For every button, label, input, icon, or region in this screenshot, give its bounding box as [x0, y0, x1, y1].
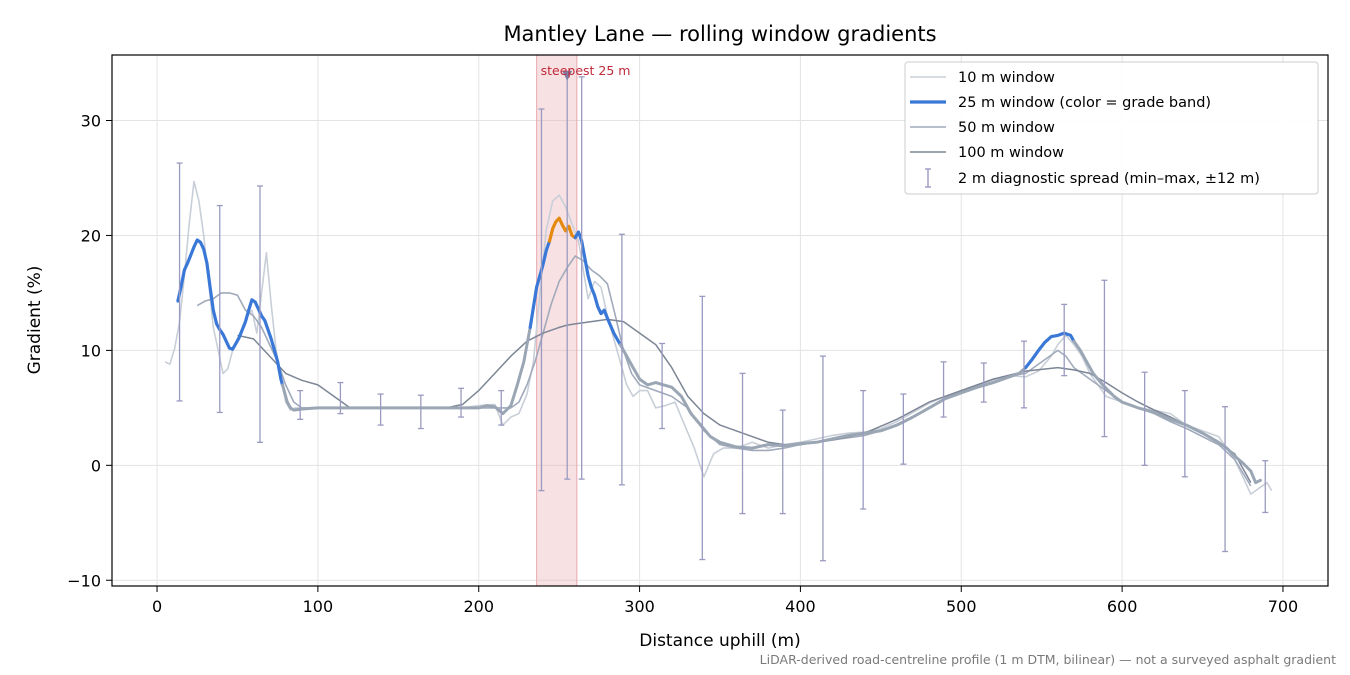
diagnostic-errbar: [538, 108, 545, 492]
diagnostic-errbar: [1141, 371, 1148, 466]
x-tick-label: 500: [946, 597, 977, 616]
legend-label-50m: 50 m window: [958, 120, 1055, 136]
diagnostic-errbar: [578, 76, 585, 480]
diagnostic-spread-layer: [176, 71, 1269, 562]
diagnostic-errbar: [980, 362, 987, 403]
steepest-annotation: steepest 25 m: [541, 63, 631, 78]
diagnostic-errbar: [940, 361, 947, 418]
series-line-25m-segment: [1023, 331, 1076, 370]
chart-title: Mantley Lane — rolling window gradients: [503, 22, 936, 46]
diagnostic-errbar: [297, 389, 304, 420]
diagnostic-errbar: [618, 233, 625, 486]
steepest-window-band: [536, 55, 578, 586]
plot-frame: [111, 54, 1329, 587]
diagnostic-errbar: [860, 389, 867, 510]
diagnostic-errbar: [256, 185, 263, 443]
diagnostic-errbar: [216, 204, 223, 414]
x-tick-label: 300: [624, 597, 655, 616]
diagnostic-errbar: [377, 393, 384, 426]
x-tick-label: 700: [1268, 597, 1299, 616]
diagnostic-errbar: [779, 409, 786, 515]
y-tick-label: 20: [81, 226, 101, 245]
x-tick-label: 0: [152, 597, 162, 616]
series-line-10m: [164, 180, 1273, 495]
y-axis-label: Gradient (%): [25, 266, 45, 375]
x-tick-label: 400: [785, 597, 816, 616]
x-tick-label: 600: [1107, 597, 1138, 616]
diagnostic-errbar: [1021, 340, 1027, 409]
diagnostic-errbar: [699, 295, 706, 561]
diagnostic-errbar: [176, 162, 183, 402]
diagnostic-errbar: [659, 342, 666, 430]
diagnostic-errbar: [337, 381, 344, 415]
steepest-marker: [562, 70, 573, 81]
legend-label-errbar: 2 m diagnostic spread (min–max, ±12 m): [958, 171, 1260, 187]
diagnostic-errbar: [1061, 303, 1068, 377]
series-line-25m-segment: [547, 216, 577, 243]
diagnostic-errbar: [1181, 389, 1188, 478]
x-axis-label: Distance uphill (m): [639, 631, 800, 651]
legend-swatch-errbar: [925, 168, 931, 188]
legend-frame: [904, 61, 1319, 195]
annotation-layer: steepest 25 m: [541, 63, 631, 81]
series-line-25m-segment: [618, 343, 1028, 450]
series-line-25m-segment: [1072, 339, 1262, 485]
legend-label-10m: 10 m window: [958, 70, 1055, 86]
diagnostic-errbar: [819, 355, 826, 562]
legend-label-100m: 100 m window: [958, 145, 1064, 161]
diagnostic-errbar: [417, 394, 424, 430]
diagnostic-errbar: [1222, 406, 1229, 553]
series-line-25m-segment: [281, 325, 532, 416]
diagnostic-errbar: [1262, 460, 1269, 514]
diagnostic-errbar: [498, 389, 505, 426]
legend-label-25m: 25 m window (color = grade band): [958, 95, 1211, 111]
series-layer: [164, 180, 1273, 495]
y-tick-label: 10: [81, 341, 101, 360]
y-tick-label: 30: [81, 112, 101, 131]
diagnostic-errbar: [458, 387, 465, 418]
axis-ticks: 0 100 200 300 400 500 600 700 −10 0 10 20 30: [67, 112, 1298, 616]
series-line-25m-segment: [176, 238, 285, 387]
diagnostic-errbar: [1101, 279, 1108, 438]
x-tick-label: 200: [463, 597, 494, 616]
diagnostic-errbar: [739, 372, 746, 515]
legend: 10 m window 25 m window (color = grade b…: [904, 61, 1319, 195]
diagnostic-errbar: [900, 393, 907, 465]
y-tick-label: −10: [67, 571, 101, 590]
highlight-band-layer: [536, 55, 578, 586]
y-tick-label: 0: [91, 456, 101, 475]
footer-note: LiDAR-derived road-centreline profile (1…: [760, 652, 1336, 667]
x-tick-label: 100: [303, 597, 334, 616]
